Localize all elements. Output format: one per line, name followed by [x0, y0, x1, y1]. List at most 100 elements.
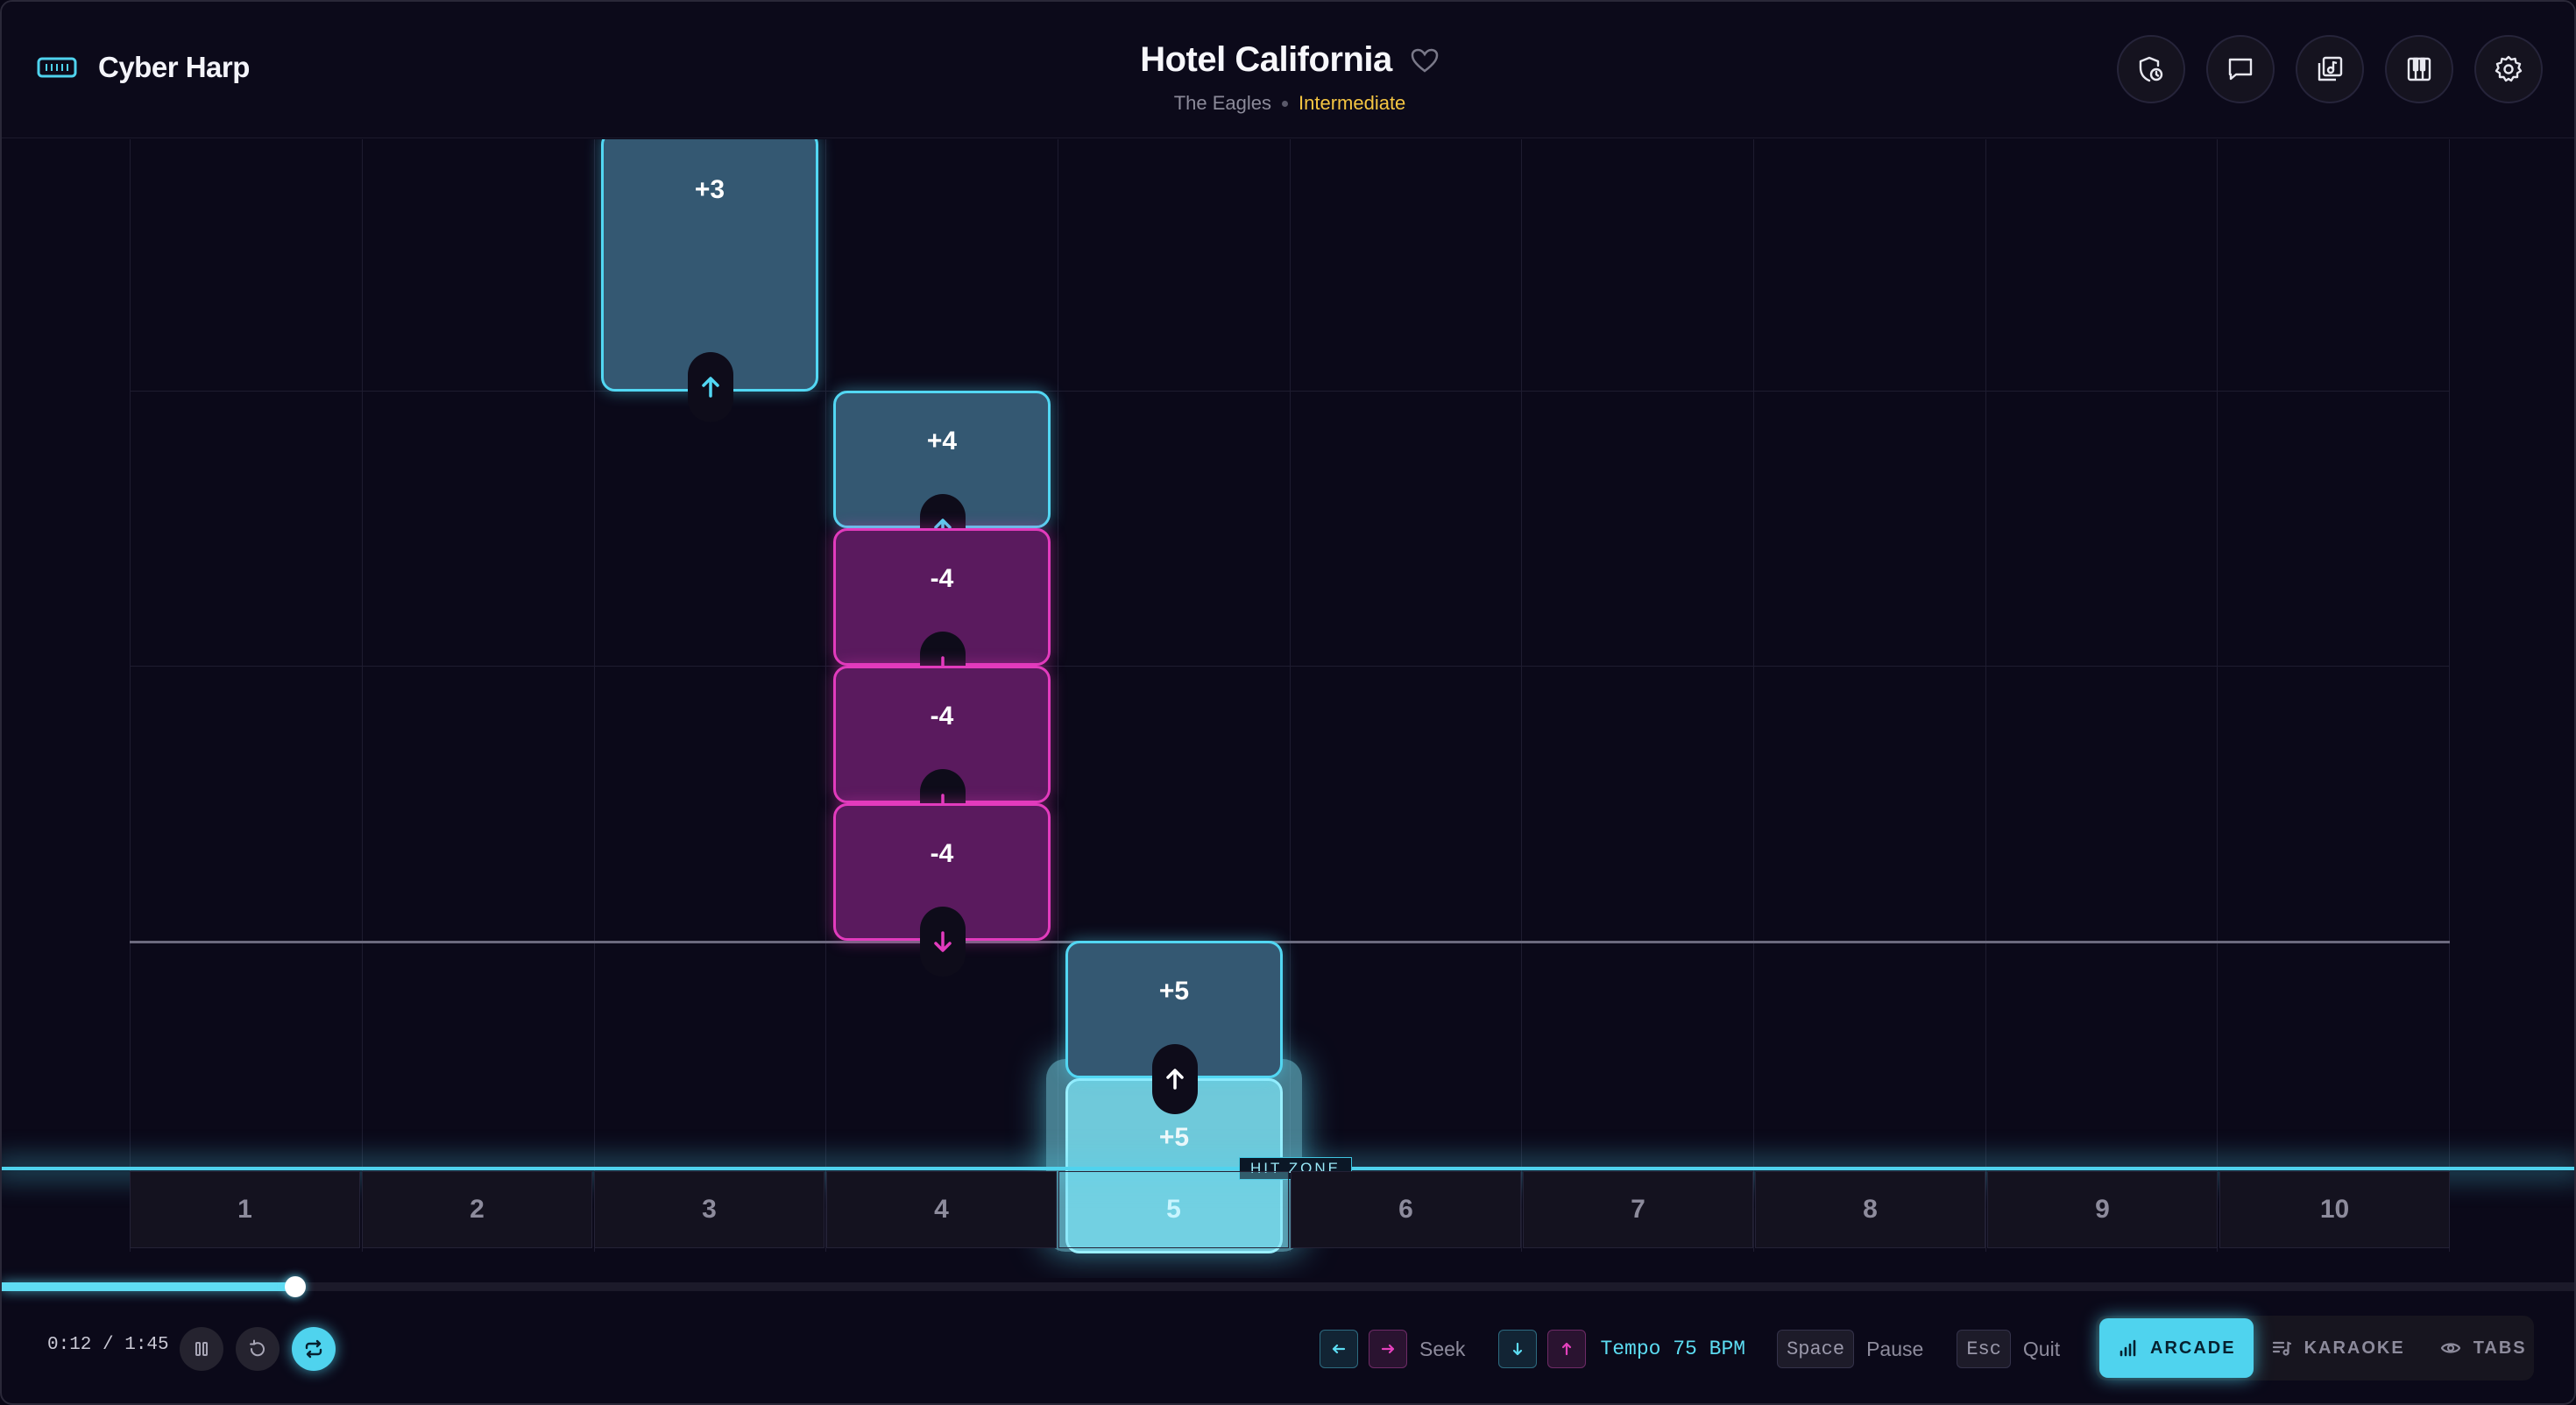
- mode-label: TABS: [2473, 1338, 2527, 1358]
- progress-bar[interactable]: [2, 1282, 2574, 1291]
- esc-key: Esc: [1957, 1330, 2011, 1368]
- top-bar: Cyber Harp Hotel California The Eagles I…: [2, 2, 2574, 138]
- note-label: +3: [694, 175, 725, 204]
- arrow-up-icon: [1562, 1342, 1572, 1356]
- harmonica-holes: 1 2 3 4 5 6 7 8 9 10: [130, 1171, 2450, 1248]
- progress-fill: [2, 1282, 295, 1291]
- pause-hint: Pause: [1866, 1337, 1924, 1360]
- restart-button[interactable]: [236, 1327, 280, 1371]
- hole-3: 3: [594, 1171, 824, 1248]
- hole-5: 5: [1058, 1171, 1289, 1248]
- grid-line: [362, 139, 363, 1252]
- space-key: Space: [1777, 1330, 1855, 1368]
- hole-1: 1: [130, 1171, 360, 1248]
- separator-dot: [1282, 100, 1288, 107]
- arrow-left-icon: [1332, 1344, 1346, 1354]
- music-library-icon: [2318, 56, 2343, 81]
- loop-button[interactable]: [292, 1327, 336, 1371]
- arrow-down-icon: [934, 931, 952, 952]
- chat-icon: [2228, 58, 2253, 81]
- harmonica-icon: [37, 57, 77, 78]
- hole-4: 4: [826, 1171, 1057, 1248]
- note-draw: -4: [833, 803, 1051, 977]
- mode-arcade[interactable]: ARCADE: [2099, 1318, 2254, 1378]
- shield-clock-icon: [2139, 56, 2163, 82]
- grid-line: [1290, 139, 1291, 1252]
- seek-hint: Seek: [1419, 1337, 1466, 1360]
- settings-icon: [2495, 55, 2523, 82]
- chat-button[interactable]: [2206, 35, 2275, 103]
- grid-line: [1753, 139, 1754, 1252]
- note-label: -4: [930, 839, 954, 868]
- mode-tabs[interactable]: TABS: [2423, 1318, 2544, 1378]
- blow-arrow: [1152, 1044, 1198, 1114]
- note-blow: +3: [601, 139, 818, 422]
- tempo-readout: Tempo 75 BPM: [1600, 1338, 1746, 1360]
- hole-7: 7: [1523, 1171, 1753, 1248]
- note-label: +4: [926, 427, 958, 455]
- music-library-button[interactable]: [2296, 35, 2364, 103]
- grid-line: [1985, 139, 1986, 1252]
- progress-handle[interactable]: [285, 1276, 306, 1297]
- quit-hint: Quit: [2022, 1337, 2061, 1360]
- header-actions: [2117, 35, 2543, 103]
- heart-icon[interactable]: [1410, 47, 1440, 74]
- pause-button[interactable]: [180, 1327, 223, 1371]
- time-display: 0:12 / 1:45: [47, 1335, 169, 1355]
- grid-line: [130, 139, 131, 1252]
- difficulty-badge: Intermediate: [1299, 92, 1406, 114]
- grid-line: [2449, 139, 2450, 1252]
- arrow-up-icon: [702, 377, 719, 398]
- tempo-down-key: [1498, 1330, 1538, 1368]
- shield-clock-button[interactable]: [2117, 35, 2185, 103]
- mode-label: KARAOKE: [2304, 1338, 2405, 1358]
- song-title: Hotel California: [1140, 40, 1392, 79]
- grid-line: [825, 139, 826, 1252]
- mode-label: ARCADE: [2150, 1338, 2236, 1358]
- hole-10: 10: [2219, 1171, 2450, 1248]
- grid-line: [130, 666, 2450, 667]
- mode-karaoke[interactable]: KARAOKE: [2254, 1318, 2423, 1378]
- hole-9: 9: [1987, 1171, 2218, 1248]
- bar-chart-icon: [2120, 1339, 2136, 1357]
- hole-8: 8: [1755, 1171, 1985, 1248]
- note-label: -4: [930, 564, 954, 593]
- note-blow: +4: [833, 391, 1051, 564]
- piano-keys-icon: [2407, 57, 2431, 81]
- grid-line: [2217, 139, 2218, 1252]
- arrow-right-icon: [1381, 1344, 1395, 1354]
- bottom-bar: 0:12 / 1:45 Seek Tempo: [2, 1296, 2574, 1403]
- grid-line: [130, 391, 2450, 392]
- artist-name: The Eagles: [1173, 92, 1271, 114]
- app-name: Cyber Harp: [98, 51, 250, 83]
- loop-icon: [305, 1339, 322, 1359]
- keyboard-hints: Seek Tempo 75 BPM Space Pause Esc Quit: [1320, 1330, 2093, 1368]
- blow-arrow: [688, 352, 733, 422]
- note-blow: +5: [1065, 941, 1283, 1114]
- measure-line: [130, 941, 2450, 943]
- draw-arrow: [920, 907, 966, 977]
- settings-button[interactable]: [2474, 35, 2543, 103]
- arrow-down-icon: [1513, 1342, 1523, 1356]
- grid-line: [1521, 139, 1522, 1252]
- eye-icon: [2440, 1343, 2460, 1353]
- note-label: +5: [1158, 977, 1190, 1006]
- song-info: Hotel California The Eagles Intermediate: [1027, 40, 1553, 115]
- hole-6: 6: [1291, 1171, 1521, 1248]
- brand[interactable]: Cyber Harp: [37, 51, 250, 84]
- restart-icon: [250, 1339, 265, 1357]
- pause-icon: [195, 1342, 208, 1356]
- note-label: -4: [930, 702, 954, 731]
- tempo-up-key: [1547, 1330, 1587, 1368]
- note-label: +5: [1158, 1123, 1190, 1152]
- piano-button[interactable]: [2385, 35, 2453, 103]
- note-highway: +3 +4 -4 -4 -4: [2, 139, 2574, 1278]
- lyrics-icon: [2272, 1341, 2291, 1356]
- hole-2: 2: [362, 1171, 592, 1248]
- note-draw: -4: [833, 528, 1051, 702]
- seek-forward-key: [1369, 1330, 1407, 1368]
- note-draw: -4: [833, 666, 1051, 839]
- grid-line: [594, 139, 595, 1252]
- arrow-up-icon: [1166, 1069, 1184, 1090]
